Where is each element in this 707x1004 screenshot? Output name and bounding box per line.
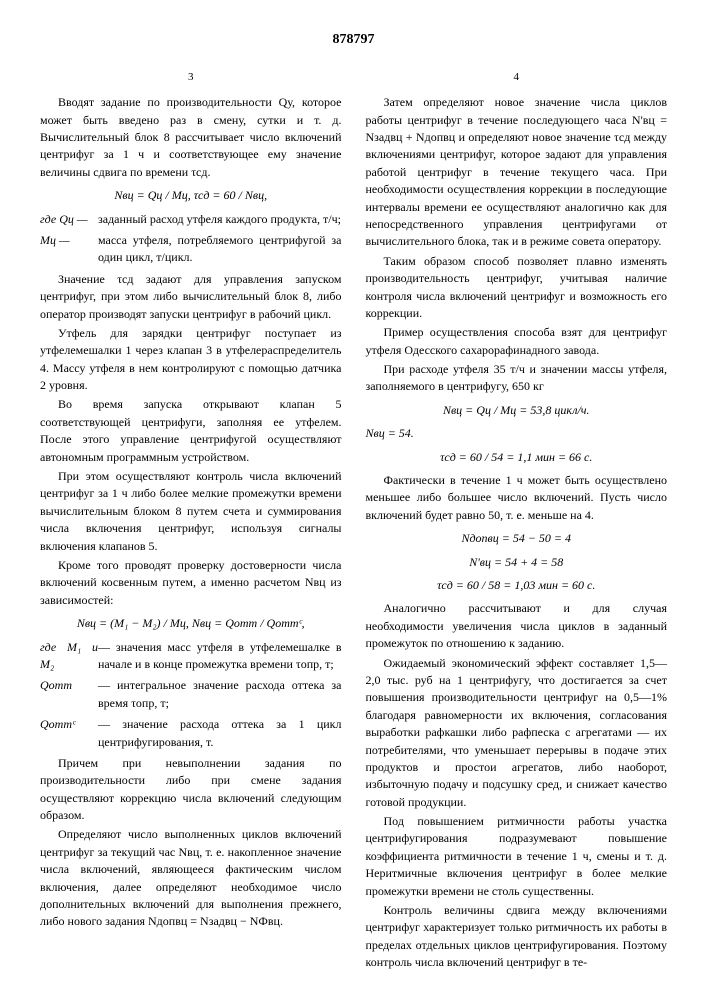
two-columns: 3 Вводят задание по производительности Q…: [40, 70, 667, 973]
paragraph: Во время запуска открывают клапан 5 соот…: [40, 396, 342, 466]
document-number: 878797: [40, 30, 667, 50]
paragraph: Кроме того проводят проверку достовернос…: [40, 557, 342, 609]
left-col-number: 3: [40, 70, 342, 86]
where-row: где Qц — заданный расход утфеля каждого …: [40, 211, 342, 228]
paragraph: Под повышением ритмичности работы участк…: [366, 813, 668, 900]
paragraph: Причем при невыполнении задания по произ…: [40, 755, 342, 825]
paragraph: Контроль величины сдвига между включения…: [366, 902, 668, 972]
page-body: 3 Вводят задание по производительности Q…: [40, 70, 667, 973]
where-desc: — значения масс утфеля в утфелемешалке в…: [98, 639, 342, 674]
paragraph: Аналогично рассчитывают и для случая нео…: [366, 600, 668, 652]
right-col-number: 4: [366, 70, 668, 86]
formula: N'вц = 54 + 4 = 58: [366, 554, 668, 571]
where-row: где M₁ и M₂ — значения масс утфеля в утф…: [40, 639, 342, 674]
where-symbol: Qотт: [40, 677, 98, 712]
paragraph: Вводят задание по производительности Qу,…: [40, 94, 342, 181]
paragraph: Фактически в течение 1 ч может быть осущ…: [366, 472, 668, 524]
paragraph: Определяют число выполненных циклов вклю…: [40, 826, 342, 930]
formula: τсд = 60 / 58 = 1,03 мин = 60 с.: [366, 577, 668, 594]
paragraph: Таким образом способ позволяет плавно из…: [366, 253, 668, 323]
where-symbol: Mц —: [40, 232, 98, 267]
formula: Nвц = Qц / Mц = 53,8 цикл/ч.: [366, 402, 668, 419]
paragraph: При этом осуществляют контроль числа вкл…: [40, 468, 342, 555]
where-desc: заданный расход утфеля каждого продукта,…: [98, 211, 342, 228]
formula: Nдопвц = 54 − 50 = 4: [366, 530, 668, 547]
formula: τсд = 60 / 54 = 1,1 мин = 66 с.: [366, 449, 668, 466]
left-column: 3 Вводят задание по производительности Q…: [40, 70, 342, 973]
where-row: Qоттᶜ — значение расхода оттека за 1 цик…: [40, 716, 342, 751]
formula: Nвц = (M₁ − M₂) / Mц, Nвц = Qотт / Qоттᶜ…: [40, 615, 342, 632]
paragraph: Затем определяют новое значение числа ци…: [366, 94, 668, 251]
where-row: Mц — масса утфеля, потребляемого центриф…: [40, 232, 342, 267]
where-desc: — интегральное значение расхода оттека з…: [98, 677, 342, 712]
paragraph: Ожидаемый экономический эффект составляе…: [366, 655, 668, 812]
where-symbol: где Qц —: [40, 211, 98, 228]
where-row: Qотт — интегральное значение расхода отт…: [40, 677, 342, 712]
formula: Nвц = 54.: [366, 425, 668, 442]
where-symbol: где M₁ и M₂: [40, 639, 98, 674]
paragraph: При расходе утфеля 35 т/ч и значении мас…: [366, 361, 668, 396]
formula: Nвц = Qц / Mц, τсд = 60 / Nвц,: [40, 187, 342, 204]
right-column: 4 Затем определяют новое значение числа …: [366, 70, 668, 973]
paragraph: Утфель для зарядки центрифуг поступает и…: [40, 325, 342, 395]
paragraph: Пример осуществления способа взят для це…: [366, 324, 668, 359]
paragraph: Значение τсд задают для управления запус…: [40, 271, 342, 323]
where-desc: — значение расхода оттека за 1 цикл цент…: [98, 716, 342, 751]
where-symbol: Qоттᶜ: [40, 716, 98, 751]
where-desc: масса утфеля, потребляемого центрифугой …: [98, 232, 342, 267]
